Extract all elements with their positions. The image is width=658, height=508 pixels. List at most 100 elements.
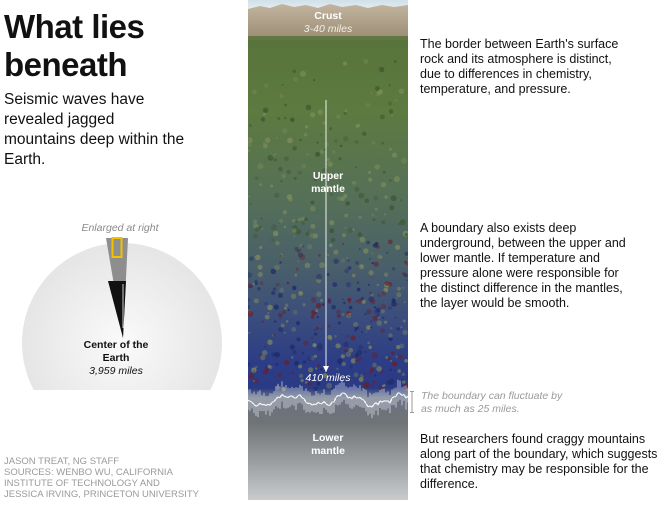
- rock-speck: [321, 303, 325, 306]
- rock-speck: [395, 244, 401, 250]
- boundary-note: A boundary also exists deep underground,…: [420, 221, 626, 310]
- rock-speck: [277, 117, 281, 120]
- rock-speck: [397, 354, 404, 360]
- rock-speck: [248, 331, 251, 334]
- rock-speck: [372, 315, 378, 321]
- rock-speck: [292, 309, 298, 315]
- rock-speck: [384, 320, 388, 324]
- rock-speck: [341, 233, 347, 238]
- rock-speck: [282, 210, 287, 215]
- rock-speck: [281, 387, 286, 392]
- rock-speck: [370, 299, 376, 305]
- rock-speck: [314, 354, 317, 358]
- rock-speck: [281, 310, 287, 315]
- rock-speck: [286, 281, 290, 285]
- rock-speck: [358, 192, 365, 199]
- rock-speck: [329, 127, 332, 130]
- rock-speck: [310, 205, 316, 212]
- rock-speck: [254, 254, 261, 261]
- rock-speck: [290, 293, 297, 299]
- rock-speck: [274, 351, 280, 358]
- rock-speck: [316, 381, 321, 386]
- rock-speck: [320, 298, 324, 303]
- rock-speck: [301, 351, 305, 355]
- fluctuation-bracket: [410, 391, 414, 413]
- rock-speck: [265, 365, 268, 369]
- rock-speck: [335, 343, 341, 349]
- rock-speck: [292, 146, 297, 151]
- rock-speck: [362, 131, 367, 136]
- rock-speck: [383, 272, 389, 277]
- rock-speck: [299, 243, 303, 248]
- rock-speck: [388, 306, 392, 310]
- rock-speck: [368, 177, 373, 182]
- rock-speck: [292, 219, 296, 223]
- rock-speck: [400, 199, 402, 202]
- rock-speck: [380, 369, 384, 373]
- rock-speck: [274, 158, 277, 162]
- rock-speck: [334, 139, 338, 143]
- rock-speck: [274, 264, 280, 271]
- rock-speck: [329, 220, 335, 226]
- rock-speck: [307, 230, 310, 233]
- rock-speck: [368, 270, 374, 276]
- rock-speck: [391, 152, 398, 158]
- rock-speck: [254, 176, 259, 181]
- rock-speck: [391, 298, 396, 303]
- rock-speck: [278, 166, 283, 172]
- rock-speck: [264, 314, 270, 320]
- rock-speck: [394, 316, 397, 319]
- rock-speck: [346, 256, 349, 259]
- rock-speck: [346, 311, 352, 317]
- rock-speck: [341, 258, 346, 263]
- rock-speck: [257, 287, 261, 291]
- rock-speck: [394, 369, 396, 372]
- rock-speck: [267, 154, 274, 161]
- rock-speck: [324, 142, 329, 147]
- rock-speck: [315, 367, 318, 370]
- rock-speck: [343, 136, 349, 142]
- rock-speck: [248, 142, 252, 148]
- rock-speck: [280, 323, 285, 328]
- rock-speck: [337, 197, 339, 199]
- rock-speck: [249, 256, 254, 261]
- rock-speck: [284, 156, 289, 162]
- rock-speck: [373, 306, 377, 309]
- rock-speck: [341, 313, 345, 316]
- rock-speck: [248, 149, 250, 152]
- rock-speck: [259, 281, 264, 286]
- credit-line: INSTITUTE OF TECHNOLOGY AND: [4, 478, 160, 489]
- rock-speck: [373, 261, 379, 267]
- rock-speck: [388, 333, 393, 338]
- rock-speck: [360, 264, 364, 268]
- rock-speck: [252, 233, 258, 239]
- rock-speck: [325, 185, 331, 190]
- rock-speck: [304, 262, 311, 269]
- rock-speck: [248, 283, 252, 289]
- rock-speck: [372, 362, 377, 368]
- center-name: Center of the Earth: [83, 339, 149, 364]
- rock-speck: [398, 88, 405, 95]
- rock-speck: [261, 227, 263, 230]
- rock-speck: [326, 157, 330, 162]
- rock-speck: [380, 181, 387, 188]
- rock-speck: [305, 232, 309, 236]
- rock-speck: [251, 367, 257, 373]
- rock-speck: [335, 176, 339, 180]
- rock-speck: [299, 138, 302, 142]
- rock-speck: [350, 358, 356, 364]
- rock-speck: [376, 320, 383, 326]
- rock-speck: [377, 254, 382, 260]
- rock-speck: [326, 362, 329, 365]
- rock-speck: [315, 309, 318, 313]
- fluctuation-note: The boundary can fluctuate by as much as…: [421, 390, 563, 415]
- rock-speck: [301, 245, 305, 248]
- rock-speck: [369, 368, 375, 373]
- rock-speck: [404, 359, 408, 363]
- rock-speck: [373, 195, 379, 201]
- rock-speck: [300, 70, 306, 77]
- rock-speck: [354, 359, 358, 362]
- rock-speck: [298, 364, 303, 369]
- rock-speck: [355, 166, 357, 169]
- rock-speck: [342, 61, 348, 66]
